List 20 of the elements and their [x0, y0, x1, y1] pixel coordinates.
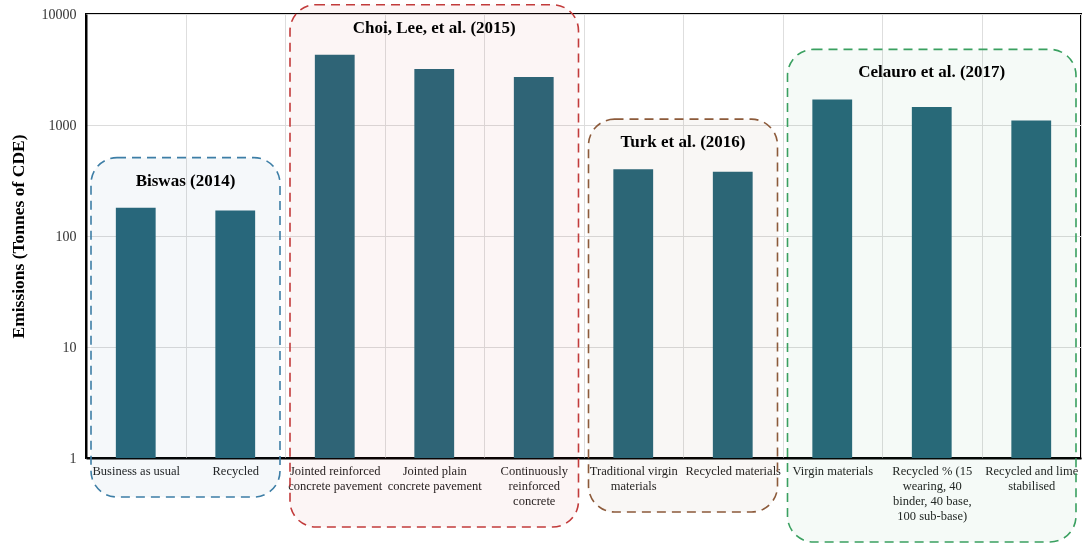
x-tick-label: Jointed plain concrete pavement [387, 463, 483, 493]
x-tick-label: Traditional virgin materials [589, 463, 679, 493]
y-tick-label: 1000 [48, 117, 77, 133]
band-label: Choi, Lee, et al. (2015) [352, 17, 516, 37]
y-tick-label: 10 [62, 339, 77, 355]
y-tick-label: 10000 [41, 6, 77, 22]
band-label: Biswas (2014) [135, 170, 236, 190]
x-tick-label: Recycled materials [685, 463, 782, 478]
y-tick-label: 100 [55, 228, 77, 244]
x-tick-label: Jointed reinforced concrete pavement [288, 463, 383, 493]
x-tick-label: Recycled [212, 463, 260, 478]
x-tick-label: Recycled % (15 wearing, 40 binder, 40 base, 100 sub-base) [892, 463, 973, 523]
y-axis-title: Emissions (Tonnes of CDE) [7, 134, 28, 339]
y-tick-label: 1 [69, 450, 77, 466]
x-tick-label: Continuously reinforced concrete [500, 463, 569, 508]
band-label: Turk et al. (2016) [620, 132, 746, 152]
x-tick-label: Business as usual [92, 463, 181, 478]
band-label: Celauro et al. (2017) [858, 62, 1006, 82]
x-tick-label: Virgin materials [792, 463, 874, 478]
x-tick-label: Recycled and lime stabilised [985, 463, 1079, 493]
